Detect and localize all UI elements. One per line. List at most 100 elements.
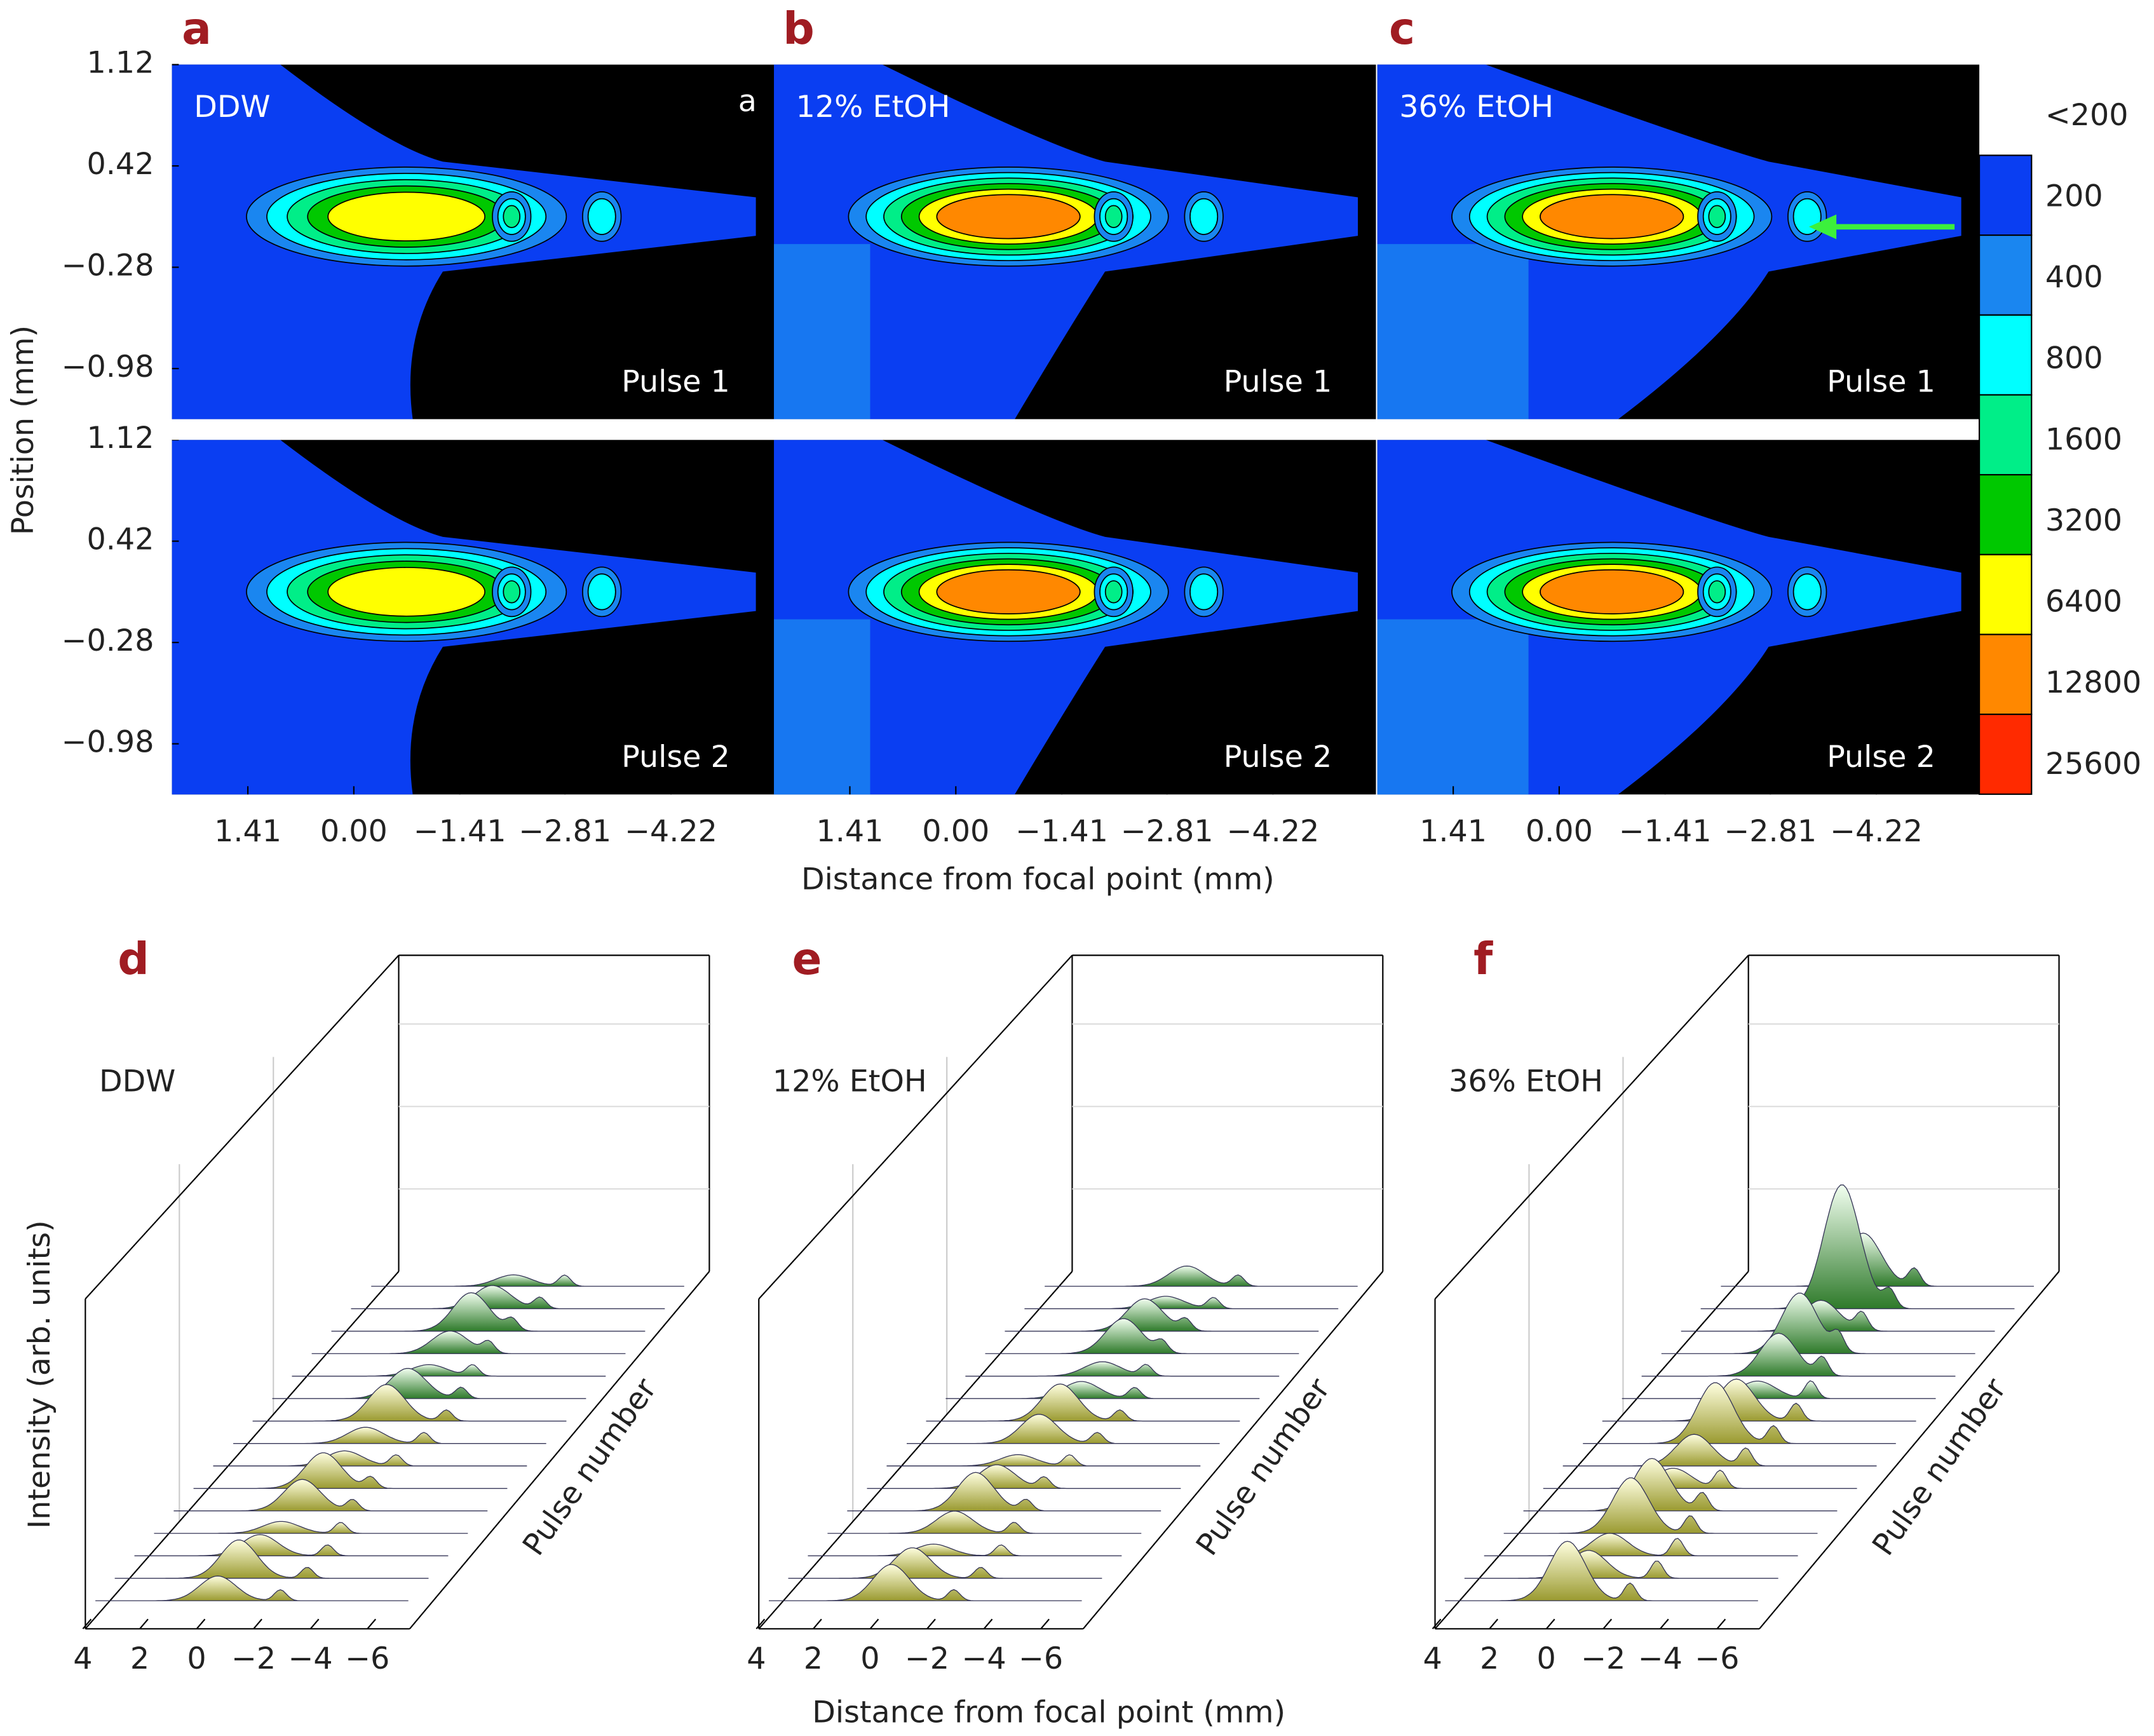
contour-level (1104, 205, 1123, 229)
ridge (1622, 1380, 1936, 1399)
ridge (1661, 1292, 1975, 1354)
colorbar-label: 6400 (2045, 585, 2122, 620)
condition-label: 12% EtOH (796, 90, 951, 125)
ridge (827, 1510, 1142, 1534)
x-tick-label: 2 (804, 1641, 823, 1676)
contour-panel (774, 64, 1376, 419)
contour-level (327, 191, 485, 242)
ridge (114, 1539, 429, 1579)
contour-level (503, 205, 521, 229)
colorbar-swatch (1978, 394, 2033, 476)
x-tick-label: 0 (1537, 1641, 1556, 1676)
x-tick (813, 1618, 822, 1629)
panel-label: a (182, 4, 212, 55)
ridge (867, 1464, 1181, 1489)
ridge (1523, 1458, 1838, 1512)
x-tick (755, 1618, 766, 1629)
ridge (95, 1575, 409, 1601)
contour-level (327, 567, 485, 617)
x-tick-label: −4.22 (1227, 814, 1320, 849)
colorbar-swatch (1978, 154, 2033, 236)
condition-label: 36% EtOH (1399, 90, 1554, 125)
x-tick (1545, 1618, 1555, 1629)
x-tick-label: −2 (231, 1641, 276, 1676)
ridge (1700, 1184, 2015, 1310)
x-tick (1659, 1618, 1669, 1629)
y-tick-label: −0.98 (62, 725, 154, 760)
x-tick (196, 1618, 206, 1629)
x-tick-label: 2 (130, 1641, 149, 1676)
panel-label: d (118, 934, 149, 985)
x-tick-label: −4 (1638, 1641, 1683, 1676)
y-tick-label: −0.28 (62, 623, 154, 658)
box-edge (1082, 1271, 1384, 1629)
ridge (1024, 1296, 1339, 1310)
ridge (788, 1547, 1102, 1579)
contour-level (1708, 580, 1726, 604)
condition-label: DDW (99, 1064, 175, 1099)
x-tick-label: 1.41 (1419, 814, 1487, 849)
x-tick-label: 0.00 (1526, 814, 1593, 849)
x-tick (1602, 1618, 1613, 1629)
condition-label: 36% EtOH (1449, 1064, 1603, 1099)
panel-note: a (738, 84, 757, 119)
contour-panel (774, 440, 1376, 795)
x-tick (1716, 1618, 1726, 1629)
x-tick-label: −4 (961, 1641, 1006, 1676)
x-tick-label: −6 (1695, 1641, 1739, 1676)
ridge (1681, 1299, 1995, 1332)
ridge (292, 1364, 606, 1377)
colorbar-label: 25600 (2045, 747, 2141, 782)
colorbar-label: 400 (2045, 260, 2103, 295)
y-tick-label: 1.12 (87, 46, 154, 81)
colorbar-swatch (1978, 714, 2033, 795)
contour-region (774, 244, 870, 419)
pulse-label: Pulse 2 (621, 740, 730, 775)
ridge (965, 1361, 1280, 1377)
y-tick-label: −0.98 (62, 349, 154, 384)
ridge (351, 1285, 665, 1310)
pulse-label: Pulse 2 (1827, 740, 1935, 775)
x-axis-label: Distance from focal point (mm) (801, 862, 1275, 897)
ridge (233, 1427, 546, 1444)
ridge (272, 1367, 586, 1399)
z-axis-label: Pulse number (1866, 1372, 2013, 1562)
ridge (193, 1452, 508, 1489)
x-tick (139, 1618, 149, 1629)
panel-label: e (792, 934, 822, 985)
ridge (311, 1331, 626, 1354)
x-tick-label: −2.81 (518, 814, 611, 849)
colorbar-swatch (1978, 553, 2033, 635)
ridge (1583, 1382, 1896, 1444)
x-tick-label: −6 (1019, 1641, 1063, 1676)
frame (172, 419, 1980, 440)
ridge (154, 1521, 468, 1534)
box-edge (758, 954, 1073, 1299)
y-tick-label: 0.42 (87, 147, 154, 182)
contour-region (774, 619, 870, 795)
contour-level (587, 198, 616, 235)
panel-label: b (783, 4, 815, 55)
contour-level (587, 573, 616, 611)
contour-level (1540, 194, 1684, 240)
ridge (1721, 1232, 2034, 1287)
contour-level (1189, 198, 1219, 235)
contour-region (1377, 244, 1529, 419)
box-edge (1759, 1271, 2060, 1629)
colorbar-swatch (1978, 314, 2033, 396)
x-tick-label: 4 (73, 1641, 92, 1676)
ridge (213, 1450, 527, 1467)
ridge (1562, 1434, 1877, 1467)
ridge (1005, 1298, 1319, 1332)
x-tick-label: 1.41 (214, 814, 281, 849)
x-tick-label: 0.00 (922, 814, 989, 849)
x-tick-label: −1.41 (1619, 814, 1712, 849)
contour-level (936, 569, 1081, 614)
x-tick (1040, 1618, 1050, 1629)
contour-panel (1377, 64, 1980, 419)
box-edge (409, 1271, 710, 1629)
ridge (1641, 1333, 1956, 1377)
box-edge (1434, 954, 1749, 1299)
x-tick-label: −1.41 (1015, 814, 1108, 849)
